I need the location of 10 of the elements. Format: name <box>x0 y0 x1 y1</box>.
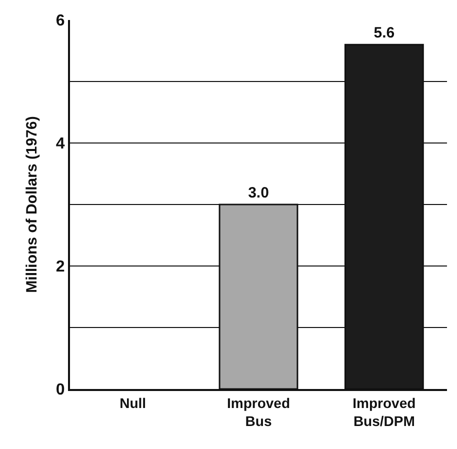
x-tick-label: Null <box>120 394 146 411</box>
y-tick-label: 0 <box>56 382 65 399</box>
y-tick-label: 2 <box>56 258 65 276</box>
x-tick-label: Improved Bus/DPM <box>352 394 416 429</box>
y-axis-title: Millions of Dollars (1976) <box>24 116 41 293</box>
x-tick-label: Improved Bus <box>226 394 290 429</box>
y-tick-label: 6 <box>56 12 65 30</box>
y-tick-label: 4 <box>56 136 65 153</box>
data-label: 3.0 <box>248 184 269 202</box>
data-label: 5.6 <box>374 24 395 42</box>
